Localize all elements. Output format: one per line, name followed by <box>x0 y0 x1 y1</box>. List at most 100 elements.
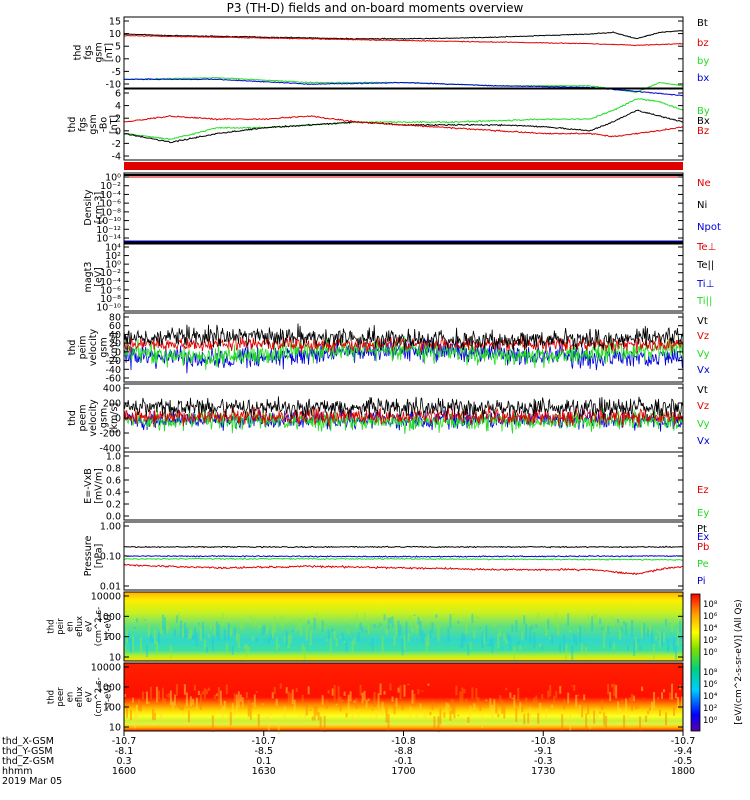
spectrogram-cell <box>181 705 184 711</box>
series-Pb <box>123 563 684 576</box>
spectrogram-cell <box>397 620 400 638</box>
spectrogram-cell <box>619 708 622 713</box>
spectrogram-cell <box>663 632 666 643</box>
ylabel-line: thd <box>67 410 78 426</box>
spectrogram-cell <box>191 698 194 705</box>
spectrogram-cell <box>643 623 646 638</box>
spectrogram-cell <box>267 716 270 732</box>
spectrogram-cell <box>557 623 560 636</box>
legend-entry: Vx <box>697 436 710 447</box>
spectrogram-cell <box>389 617 392 624</box>
spectrogram-cell <box>189 696 192 707</box>
x-tick-label: -10.8 <box>531 736 556 747</box>
ylabel-line: velocity <box>88 329 99 367</box>
ylabel-line: eflux <box>75 616 85 637</box>
spectrogram-cell <box>285 630 288 646</box>
y-tick-label: 10000 <box>91 663 121 674</box>
spectrogram-cell <box>249 614 252 627</box>
spectrogram-cell <box>175 615 178 624</box>
ylabel-line: thd <box>47 690 57 704</box>
spectrogram-cell <box>439 708 442 725</box>
spectrogram-cell <box>329 638 332 652</box>
spectrogram-cell <box>583 694 586 701</box>
spectrogram-cell <box>221 613 224 627</box>
plot-title: P3 (TH-D) fields and on-board moments ov… <box>226 1 524 15</box>
spectrogram-cell <box>449 710 452 721</box>
spectrogram-cell <box>533 697 536 707</box>
panel-frame <box>123 16 684 89</box>
legend-entry: Bt <box>697 18 708 29</box>
spectrogram-cell <box>191 635 194 640</box>
legend-entry: Ti⊥ <box>696 279 714 290</box>
spectrogram-cell <box>559 642 562 653</box>
panel-frame <box>123 242 684 312</box>
spectrogram-cell <box>409 706 412 721</box>
series-bz <box>123 34 684 47</box>
spectrogram-cell <box>225 684 228 695</box>
spectrogram-cell <box>409 615 412 627</box>
spectrogram-cell <box>221 706 224 718</box>
spectrogram-cell <box>671 617 674 632</box>
spectrogram-cell <box>323 625 326 629</box>
spectrogram-cell <box>243 644 246 649</box>
spectrogram-cell <box>283 636 286 643</box>
spectrogram-cell <box>613 642 616 651</box>
spectrogram-cell <box>235 694 238 711</box>
spectrogram-cell <box>337 686 340 703</box>
spectrogram-cell <box>124 693 126 698</box>
spectrogram-cell <box>393 636 396 646</box>
x-row-label: thd_Y-GSM <box>2 746 53 757</box>
spectrogram-cell <box>167 693 170 698</box>
spectrogram-cell <box>345 712 348 718</box>
spectrogram-cell <box>421 629 424 644</box>
spectrogram-cell <box>307 686 310 695</box>
spectrogram-cell <box>525 697 528 704</box>
spectrogram-cell <box>155 640 158 658</box>
spectrogram-cell <box>485 625 488 642</box>
spectrogram-cell <box>291 629 294 633</box>
spectrogram-cell <box>455 685 458 696</box>
y-tick-label: 0.8 <box>106 464 121 475</box>
spectrogram-cell <box>459 691 462 705</box>
spectrogram-cell <box>585 713 588 728</box>
spectrogram-cell <box>189 629 192 639</box>
spectrogram-cell <box>315 612 318 616</box>
spectrogram-cell <box>513 694 516 709</box>
legend-entry: Ti|| <box>696 296 712 307</box>
spectrogram-cell <box>217 624 220 641</box>
spectrogram-cell <box>637 639 640 643</box>
spectrogram-cell <box>529 626 532 643</box>
ylabel-line: [nPa] <box>93 544 104 569</box>
y-tick-label: 20 <box>109 339 121 350</box>
colorbar-label: [eV/(cm^2-s-sr-eV)] (All Qs) <box>734 599 744 724</box>
spectrogram-cell <box>505 638 508 644</box>
spectrogram-cell <box>321 695 324 705</box>
spectrogram-cell <box>147 624 150 637</box>
spectrogram-cell <box>481 715 484 729</box>
spectrogram-cell <box>499 695 502 702</box>
spectrogram-cell <box>643 697 646 699</box>
separator-stripe <box>124 162 683 170</box>
colorbar-tick: 10⁴ <box>703 624 718 634</box>
spectrogram-cell <box>455 628 458 630</box>
spectrogram-cell <box>315 705 318 716</box>
y-tick-label: 10⁻² <box>100 181 121 192</box>
spectrogram-cell <box>441 711 444 714</box>
spectrogram-cell <box>599 618 602 625</box>
spectrogram-cell <box>247 646 250 654</box>
spectrogram-cell <box>223 700 226 710</box>
spectrogram-cell <box>517 641 520 646</box>
spectrogram-cell <box>361 626 364 633</box>
spectrogram-cell <box>637 702 640 709</box>
spectrogram-cell <box>427 683 430 686</box>
spectrogram-cell <box>523 615 526 625</box>
spectrogram-cell <box>281 614 284 629</box>
colorbar-tick: 10⁸ <box>703 600 718 610</box>
y-tick-label: -40 <box>105 365 121 376</box>
spectrogram-cell <box>163 698 166 705</box>
spectrogram-cell <box>581 643 584 656</box>
spectrogram-cell <box>449 614 452 628</box>
spectrogram-cell <box>583 629 586 631</box>
y-tick-label: -5 <box>112 67 121 78</box>
spectrogram-cell <box>633 640 636 657</box>
